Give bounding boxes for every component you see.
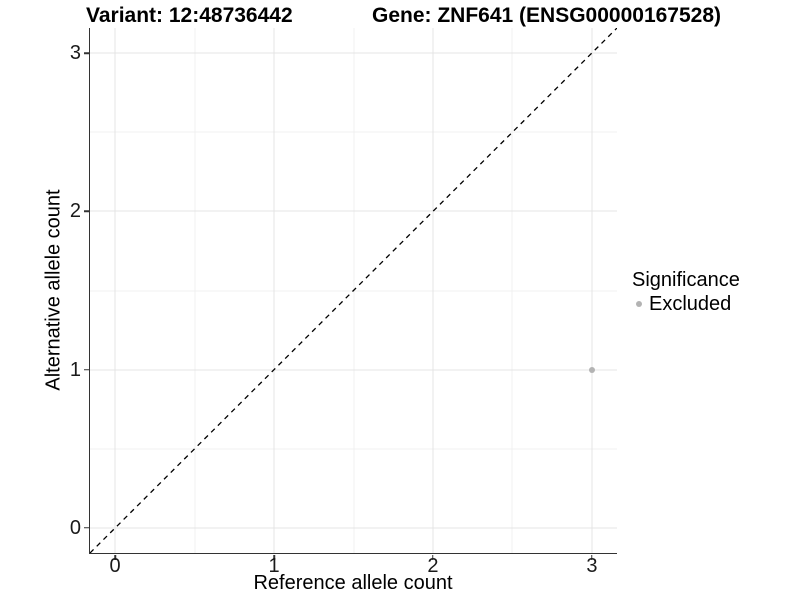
x-axis-tick — [273, 554, 275, 560]
plot-panel: 0 1 2 3 0 1 2 3 — [70, 28, 617, 576]
gridline-y-minor — [90, 448, 617, 450]
gridline-y-major — [90, 210, 617, 212]
gridline-y-major — [90, 527, 617, 529]
plot-title-variant: Variant: 12:48736442 — [86, 4, 293, 27]
y-axis-tick — [83, 368, 89, 371]
gridline-x-major — [114, 28, 116, 553]
x-axis-title: Reference allele count — [253, 572, 453, 594]
y-axis-tick — [83, 52, 89, 54]
x-axis-tick-label: 2 — [427, 555, 439, 577]
legend-title: Significance — [632, 269, 740, 291]
plot-title-gene: Gene: ZNF641 (ENSG00000167528) — [372, 4, 722, 27]
x-axis-tick — [432, 554, 434, 560]
y-axis-tick — [83, 210, 89, 213]
x-axis-tick-label: 3 — [586, 555, 598, 577]
y-axis-tick-label: 3 — [69, 42, 81, 64]
legend-label: Excluded — [649, 293, 732, 315]
x-axis-tick-label: 0 — [109, 555, 121, 577]
data-point — [588, 366, 595, 373]
gridline-x-major — [432, 28, 434, 553]
y-axis-tick-label: 0 — [69, 516, 81, 539]
axis-ticks-layer: 0 1 2 3 0 1 2 3 — [70, 28, 617, 576]
gridline-y-major — [90, 369, 617, 371]
identity-line — [90, 28, 617, 553]
gridline-y-major — [90, 52, 617, 54]
gridline-y-minor — [90, 131, 617, 133]
gridline-x-major — [273, 28, 275, 553]
legend: Significance Excluded — [632, 269, 740, 315]
y-axis-tick-label: 2 — [69, 200, 81, 223]
reference-line-layer — [90, 28, 617, 553]
gridline-x-major — [591, 28, 593, 553]
y-axis-tick-label: 1 — [69, 358, 81, 381]
y-axis-title: Alternative allele count — [42, 189, 65, 391]
y-axis-tick — [83, 527, 89, 529]
points-layer — [90, 28, 617, 553]
legend-item-excluded: Excluded — [632, 293, 740, 315]
x-axis-tick — [114, 554, 116, 560]
gridlines-layer — [90, 28, 617, 553]
x-axis-tick-label: 1 — [268, 555, 280, 577]
x-axis-tick — [591, 554, 593, 560]
legend-key-dot-icon — [636, 301, 642, 307]
